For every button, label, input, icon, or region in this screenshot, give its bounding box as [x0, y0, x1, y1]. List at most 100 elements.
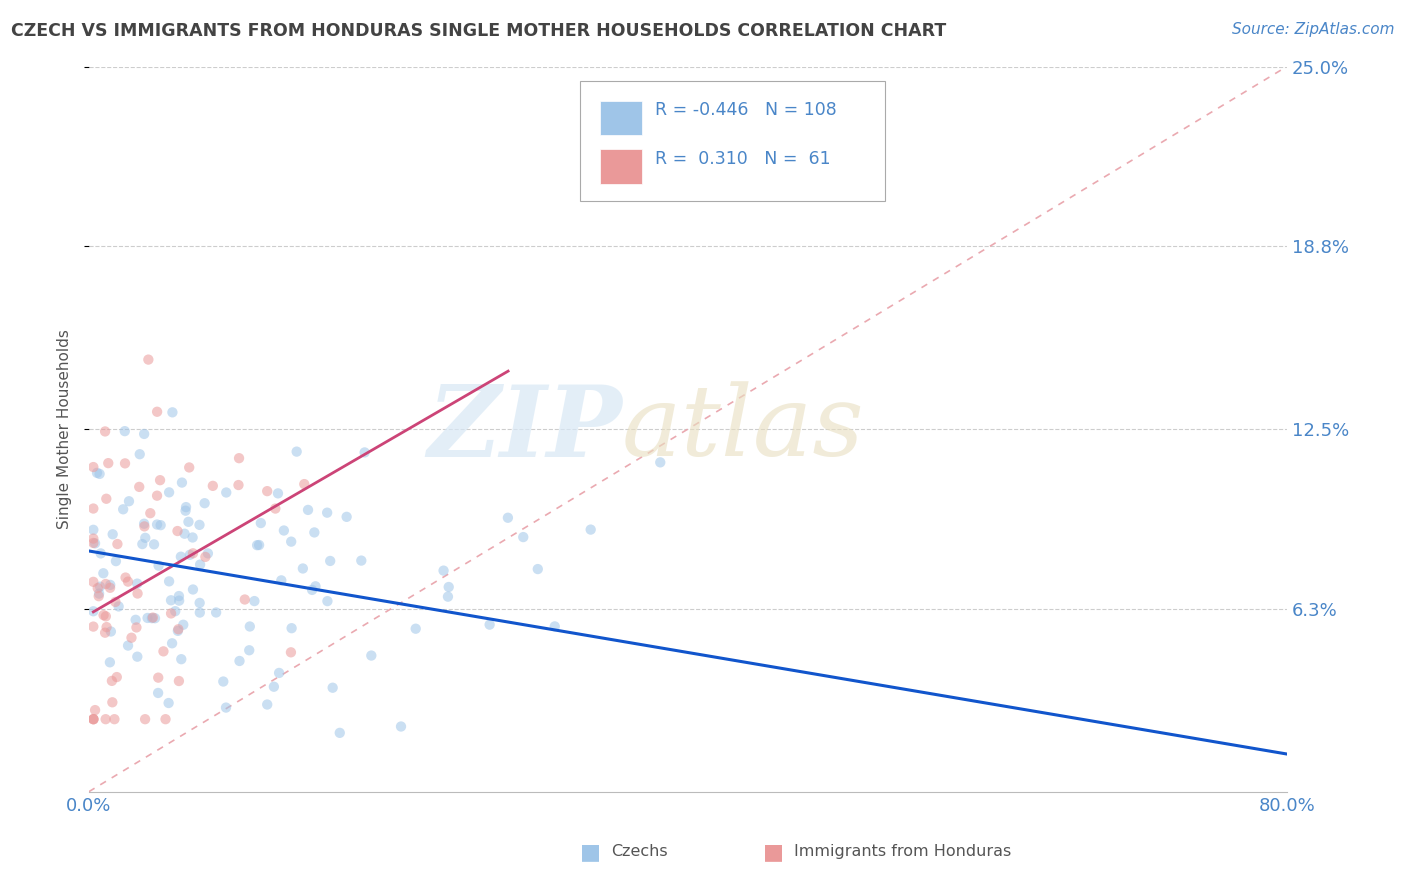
- Point: [250, 516, 273, 530]
- Point: [432, 564, 454, 578]
- Point: [319, 554, 342, 568]
- Point: [149, 518, 172, 533]
- Point: [136, 611, 159, 625]
- Point: [165, 604, 187, 618]
- Point: [143, 611, 166, 625]
- Point: [87, 581, 110, 595]
- Point: [125, 620, 148, 634]
- Point: [155, 712, 177, 726]
- Bar: [600, 101, 643, 136]
- Text: Immigrants from Honduras: Immigrants from Honduras: [794, 845, 1012, 859]
- Point: [167, 593, 190, 607]
- Point: [544, 619, 567, 633]
- Point: [91, 566, 114, 581]
- Point: [114, 456, 136, 470]
- Point: [121, 631, 143, 645]
- Point: [138, 352, 160, 367]
- Point: [114, 570, 136, 584]
- Point: [86, 466, 108, 480]
- Point: [256, 484, 278, 499]
- Point: [170, 475, 193, 490]
- Point: [87, 589, 110, 603]
- Point: [148, 558, 170, 573]
- Point: [117, 574, 139, 589]
- Point: [112, 502, 135, 516]
- Point: [201, 479, 224, 493]
- Point: [104, 554, 127, 568]
- Point: [82, 460, 104, 475]
- Point: [82, 712, 104, 726]
- Point: [100, 624, 122, 639]
- Point: [82, 523, 104, 537]
- Point: [82, 536, 104, 550]
- Text: atlas: atlas: [621, 382, 865, 477]
- Point: [160, 607, 183, 621]
- Point: [267, 665, 290, 680]
- Point: [146, 686, 169, 700]
- Point: [336, 509, 359, 524]
- Point: [157, 696, 180, 710]
- Point: [304, 579, 326, 593]
- Text: ZIP: ZIP: [427, 381, 621, 477]
- Point: [316, 506, 339, 520]
- Point: [162, 405, 184, 419]
- Point: [437, 580, 460, 594]
- Point: [134, 426, 156, 441]
- Point: [101, 527, 124, 541]
- Point: [179, 460, 201, 475]
- Point: [146, 517, 169, 532]
- Text: R =  0.310   N =  61: R = 0.310 N = 61: [655, 150, 831, 168]
- Point: [114, 424, 136, 438]
- Point: [322, 681, 344, 695]
- Point: [263, 680, 285, 694]
- Point: [148, 671, 170, 685]
- Point: [329, 726, 352, 740]
- Point: [280, 534, 302, 549]
- Point: [181, 582, 204, 597]
- Point: [291, 561, 314, 575]
- Point: [167, 622, 190, 636]
- Point: [127, 586, 149, 600]
- Point: [389, 719, 412, 733]
- Point: [96, 491, 118, 506]
- Point: [142, 610, 165, 624]
- Point: [82, 574, 104, 589]
- Point: [215, 700, 238, 714]
- Point: [127, 649, 149, 664]
- Point: [579, 523, 602, 537]
- Point: [170, 652, 193, 666]
- Point: [188, 558, 211, 572]
- Point: [94, 425, 117, 439]
- Point: [188, 596, 211, 610]
- Point: [101, 673, 124, 688]
- Point: [197, 546, 219, 560]
- Text: Czechs: Czechs: [612, 845, 668, 859]
- Point: [90, 546, 112, 560]
- Point: [264, 501, 287, 516]
- Point: [167, 589, 190, 603]
- Point: [228, 654, 250, 668]
- Point: [82, 604, 104, 618]
- Point: [360, 648, 382, 663]
- Point: [304, 525, 326, 540]
- Text: Source: ZipAtlas.com: Source: ZipAtlas.com: [1232, 22, 1395, 37]
- Point: [157, 574, 180, 589]
- Point: [143, 537, 166, 551]
- Point: [172, 617, 194, 632]
- Point: [83, 712, 105, 726]
- Point: [650, 455, 672, 469]
- Point: [98, 655, 121, 669]
- Point: [478, 617, 501, 632]
- Point: [118, 494, 141, 508]
- Point: [353, 445, 375, 459]
- Point: [128, 447, 150, 461]
- Point: [84, 703, 107, 717]
- Point: [82, 501, 104, 516]
- Point: [174, 504, 197, 518]
- Point: [316, 594, 339, 608]
- Point: [179, 548, 201, 562]
- Point: [496, 510, 519, 524]
- Point: [512, 530, 534, 544]
- Point: [101, 695, 124, 709]
- Point: [98, 578, 121, 592]
